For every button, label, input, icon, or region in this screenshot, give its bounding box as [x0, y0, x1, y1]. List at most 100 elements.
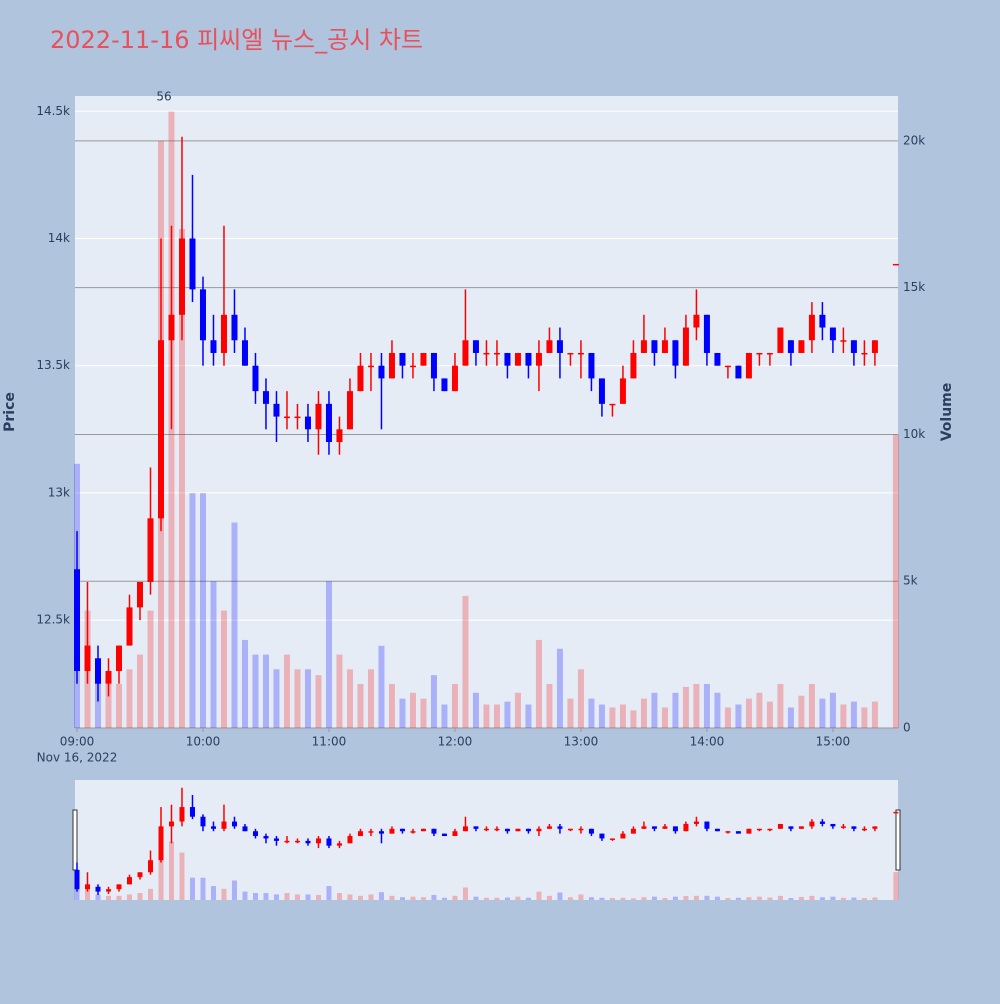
volume-bar-mini [630, 898, 636, 900]
candle-body-mini [315, 838, 321, 844]
volume-bar [315, 675, 322, 728]
candle-body-mini [462, 826, 468, 832]
volume-bar [693, 683, 700, 728]
volume-bar-mini [252, 893, 258, 900]
candle-body [74, 569, 80, 672]
volume-bar-mini [441, 897, 447, 900]
candle-body-mini [620, 833, 626, 839]
candle-body-mini [179, 807, 185, 822]
candle-body [388, 352, 395, 379]
candle-body [766, 352, 773, 355]
candle-body-mini [420, 828, 426, 832]
candle-body-mini [819, 821, 825, 824]
candle-body [210, 340, 217, 353]
x-tick-label: 14:00 [690, 735, 725, 749]
plot-area [75, 96, 898, 728]
range-slider[interactable] [75, 780, 898, 900]
volume-bar-mini [399, 897, 405, 900]
candle-body-mini [567, 828, 573, 831]
candle-body [787, 340, 794, 353]
candle-body-mini [284, 840, 290, 843]
volume-bar [105, 683, 112, 728]
volume-bar [115, 683, 122, 728]
volume-bar-mini [809, 895, 815, 900]
candle-body-mini [126, 877, 132, 885]
candle-body-mini [704, 821, 710, 829]
y-tick-label: 14.5k [36, 104, 70, 118]
candle-body-mini [777, 823, 783, 829]
volume-bar-mini [788, 898, 794, 900]
candle-body [850, 340, 857, 353]
volume-bar [399, 698, 406, 728]
candle-body-mini [84, 884, 90, 890]
volume-bar-mini [609, 898, 615, 900]
volume-bar-mini [704, 895, 710, 900]
volume-bar-mini [326, 886, 332, 900]
candle-body-mini [599, 833, 605, 839]
volume-bar-mini [368, 894, 374, 900]
volume-bar-mini [662, 898, 668, 900]
x-tick-label: 10:00 [186, 735, 221, 749]
candle-body [525, 352, 532, 366]
volume-bar-mini [830, 896, 836, 900]
candle-body [115, 645, 122, 672]
candle-body-mini [473, 826, 479, 829]
candle-body-mini [872, 826, 878, 829]
volume-bar-mini [872, 897, 878, 900]
candle-body [819, 314, 826, 328]
candle-body-mini [672, 826, 678, 832]
candle-body [147, 518, 154, 582]
volume-bar-mini [126, 894, 132, 900]
candle-body [640, 340, 647, 353]
candle-body-mini [609, 838, 615, 840]
slider-handle[interactable] [895, 809, 901, 871]
candle-body-mini [830, 823, 836, 827]
volume-bar [178, 228, 185, 728]
candle-body-mini [294, 840, 300, 843]
volume-bar-mini [263, 893, 269, 900]
volume-bar-mini [851, 897, 857, 900]
volume-bar-mini [494, 897, 500, 900]
x-tick-label: 11:00 [312, 735, 347, 749]
candle-body [189, 238, 196, 290]
volume-bar-mini [693, 895, 699, 900]
candle-body [136, 581, 143, 608]
volume-bar-mini [200, 877, 206, 900]
candle-body-mini [756, 828, 762, 831]
volume-bar [346, 669, 353, 728]
candle-body [514, 352, 521, 366]
volume-bar [420, 698, 427, 728]
volume-bar [661, 707, 668, 728]
volume-bar-mini [357, 895, 363, 900]
candle-body [105, 671, 112, 684]
candle-body [745, 352, 752, 379]
candle-body-mini [242, 826, 248, 832]
volume-bar-mini [284, 893, 290, 900]
candle-body [546, 340, 553, 353]
volume-bar-mini [315, 894, 321, 900]
volume-bar [378, 645, 385, 728]
candle-body-mini [200, 816, 206, 827]
candle-body-mini [651, 826, 657, 829]
volume-bar-mini [473, 896, 479, 900]
volume-bar [441, 704, 448, 728]
volume-bar [388, 683, 395, 728]
slider-handle[interactable] [72, 809, 78, 871]
volume-bar [199, 493, 206, 728]
candle-body-mini [861, 828, 867, 831]
candle-body [829, 327, 836, 341]
volume-bar-mini [672, 896, 678, 900]
volume-bar [798, 695, 805, 728]
candle-body-mini [578, 828, 584, 831]
volume-bar-mini [273, 894, 279, 900]
candle-body [630, 352, 637, 379]
y-tick-label: 13.5k [36, 358, 70, 372]
volume-bar-mini [158, 844, 164, 900]
volume-bar [336, 654, 343, 728]
volume-bar [451, 683, 458, 728]
y2-tick-label: 10k [903, 427, 925, 441]
candle-body [231, 314, 238, 341]
volume-bar [630, 710, 637, 728]
candle-body-mini [273, 838, 279, 841]
